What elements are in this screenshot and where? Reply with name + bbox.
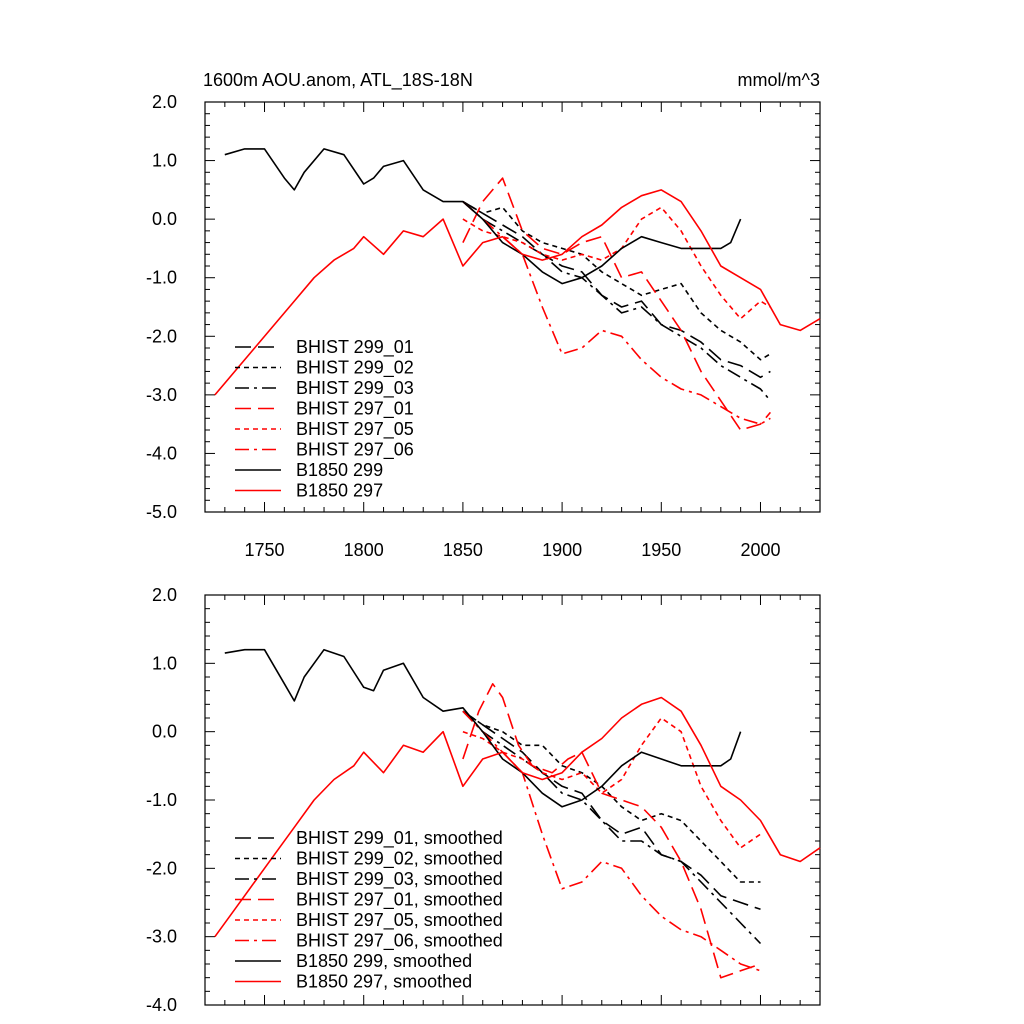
y-tick-label: 0.0 — [152, 722, 177, 742]
top-panel-units: mmol/m^3 — [738, 70, 820, 90]
legend-label: BHIST 299_03, smoothed — [296, 869, 503, 890]
x-tick-label: 2000 — [740, 540, 780, 560]
legend-label: BHIST 297_01, smoothed — [296, 890, 503, 911]
series-line — [224, 148, 742, 285]
legend-label: BHIST 299_03 — [296, 378, 414, 399]
legend-label: BHIST 297_06, smoothed — [296, 931, 503, 952]
series-line — [462, 710, 761, 883]
x-tick-label: 1800 — [344, 540, 384, 560]
y-tick-label: -1.0 — [146, 268, 177, 288]
legend-label: BHIST 299_02 — [296, 358, 414, 379]
y-tick-label: 2.0 — [152, 585, 177, 605]
legend-label: BHIST 297_05 — [296, 419, 414, 440]
legend-label: BHIST 297_01 — [296, 399, 414, 420]
top-panel-title: 1600m AOU.anom, ATL_18S-18N — [203, 70, 473, 91]
series-line — [462, 682, 761, 979]
y-tick-label: 0.0 — [152, 209, 177, 229]
series-line — [224, 648, 742, 808]
y-tick-label: 1.0 — [152, 151, 177, 171]
x-tick-label: 1900 — [542, 540, 582, 560]
bottom-panel: 2.0 1.0 0.0 -1.0 -2.0 -3.0 -4.0 BHIST 299_01, … — [146, 585, 821, 1015]
bottom-series-lines — [214, 648, 821, 979]
x-tick-label: 1850 — [443, 540, 483, 560]
series-line — [462, 200, 771, 361]
y-tick-label: -1.0 — [146, 790, 177, 810]
y-tick-label: -4.0 — [146, 995, 177, 1015]
top-panel: 1600m AOU.anom, ATL_18S-18N mmol/m^3 175… — [146, 70, 821, 560]
y-tick-label: 2.0 — [152, 92, 177, 112]
series-line — [462, 206, 771, 320]
y-tick-label: -2.0 — [146, 326, 177, 346]
legend-label: B1850 297, smoothed — [296, 972, 472, 992]
series-line — [214, 189, 821, 396]
y-tick-label: -5.0 — [146, 502, 177, 522]
series-line — [462, 201, 772, 402]
y-tick-label: 1.0 — [152, 653, 177, 673]
series-line — [462, 717, 761, 849]
top-axis-ticks: 1750 1800 1850 1900 1950 2000 2.0 1.0 0.0 -1.0 -2.… — [146, 92, 821, 560]
series-line — [462, 710, 761, 972]
legend-label: B1850 297 — [296, 481, 383, 501]
legend-label: B1850 299, smoothed — [296, 951, 472, 971]
legend-label: BHIST 297_05, smoothed — [296, 910, 503, 931]
series-line — [462, 710, 762, 945]
legend-label: B1850 299 — [296, 460, 383, 480]
legend-label: BHIST 299_02, smoothed — [296, 849, 503, 870]
series-line — [462, 710, 761, 911]
bottom-axis-ticks: 2.0 1.0 0.0 -1.0 -2.0 -3.0 -4.0 — [146, 585, 821, 1015]
y-tick-label: -3.0 — [146, 927, 177, 947]
y-tick-label: -2.0 — [146, 858, 177, 878]
x-tick-label: 1950 — [641, 540, 681, 560]
series-line — [214, 696, 821, 938]
top-plot-frame — [204, 101, 821, 513]
series-line — [462, 201, 771, 425]
x-tick-label: 1750 — [244, 540, 284, 560]
legend-label: BHIST 299_01 — [296, 337, 414, 358]
legend-label: BHIST 299_01, smoothed — [296, 828, 503, 849]
legend-label: BHIST 297_06 — [296, 440, 414, 461]
series-line — [462, 200, 771, 379]
y-tick-label: -3.0 — [146, 385, 177, 405]
top-series-lines — [214, 148, 821, 431]
y-tick-label: -4.0 — [146, 443, 177, 463]
